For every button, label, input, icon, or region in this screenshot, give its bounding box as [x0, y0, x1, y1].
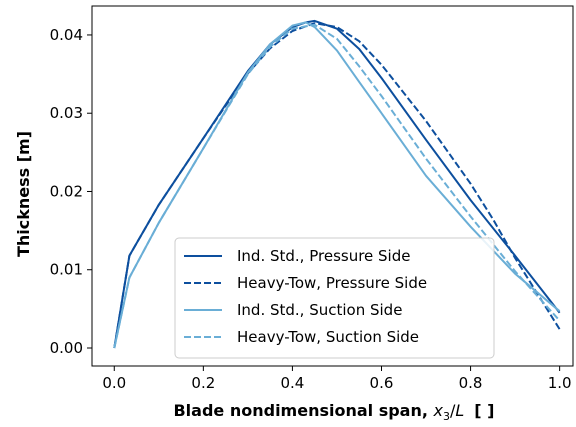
series-line-3 [113, 21, 561, 349]
x-axis-label: Blade nondimensional span, x3/L[ ] [173, 401, 494, 423]
legend: Ind. Std., Pressure Side Heavy-Tow, Press… [174, 237, 495, 359]
x-tick-label: 0.4 [280, 374, 304, 392]
plot-lines [113, 19, 561, 349]
legend-label: Ind. Std., Pressure Side [237, 247, 410, 265]
y-axis-ticks: 0.00 0.01 0.02 0.03 0.04 [50, 26, 92, 357]
x-tick-label: 0.8 [459, 374, 483, 392]
y-tick-label: 0.02 [50, 182, 83, 200]
series-line-2 [113, 22, 561, 349]
legend-label: Heavy-Tow, Suction Side [237, 328, 419, 346]
x-tick-label: 0.6 [370, 374, 394, 392]
x-tick-label: 0.2 [191, 374, 215, 392]
plot-frame [91, 5, 574, 367]
y-tick-label: 0.04 [50, 26, 83, 44]
y-tick-label: 0.03 [50, 104, 83, 122]
y-tick-label: 0.00 [50, 339, 83, 357]
x-tick-label: 0.0 [102, 374, 126, 392]
x-axis-ticks: 0.0 0.2 0.4 0.6 0.8 1.0 [102, 366, 572, 392]
series-line-4 [113, 23, 561, 349]
x-tick-label: 1.0 [548, 374, 572, 392]
legend-box [174, 237, 495, 359]
legend-label: Ind. Std., Suction Side [237, 301, 402, 319]
y-tick-label: 0.01 [50, 261, 83, 279]
legend-label: Heavy-Tow, Pressure Side [237, 274, 427, 292]
y-axis-label: Thickness [m] [14, 131, 33, 257]
